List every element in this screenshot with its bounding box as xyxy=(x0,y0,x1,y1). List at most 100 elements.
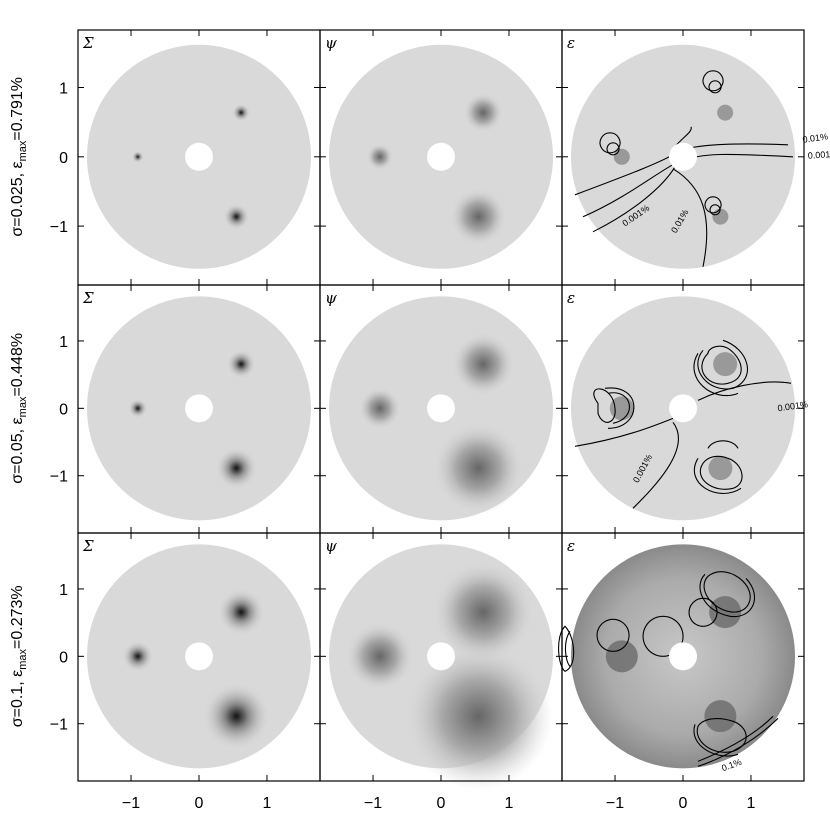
contour-label: 0.001% xyxy=(807,149,830,161)
inner-hole xyxy=(669,642,697,671)
density-peak xyxy=(232,103,251,122)
inner-hole xyxy=(427,142,455,171)
density-peak xyxy=(404,641,553,791)
error-peak xyxy=(713,352,738,377)
error-peak xyxy=(704,700,737,733)
contour-line xyxy=(606,142,620,156)
x-tick-label: −1 xyxy=(122,795,140,812)
panel-title: Σ xyxy=(82,34,94,52)
x-tick-label: 0 xyxy=(679,795,688,812)
contour-line xyxy=(558,625,575,672)
inner-hole xyxy=(427,394,455,423)
contour-line xyxy=(693,458,742,494)
y-tick-label: 0 xyxy=(59,401,68,418)
contour-line xyxy=(688,597,718,627)
x-tick-label: 1 xyxy=(263,795,272,812)
row-label-part: =0.273% xyxy=(9,585,26,649)
contour-line xyxy=(574,417,674,447)
x-tick-label: 1 xyxy=(747,795,756,812)
density-peak xyxy=(122,640,154,672)
error-peak xyxy=(708,456,733,481)
error-peak xyxy=(605,640,638,673)
density-peak xyxy=(463,92,503,133)
inner-hole xyxy=(185,394,213,423)
row-label-part: =0.448% xyxy=(9,333,26,397)
inner-hole xyxy=(669,142,697,171)
panel-title: ε xyxy=(567,537,575,555)
contour-line xyxy=(693,353,739,396)
x-tick-label: −1 xyxy=(364,795,382,812)
density-peak xyxy=(449,188,507,246)
panel-title: ε xyxy=(567,289,575,307)
density-peak xyxy=(226,349,256,379)
contour-line xyxy=(704,196,722,214)
contour-line xyxy=(599,132,621,154)
panel-title: Σ xyxy=(82,537,94,555)
density-peak xyxy=(431,560,535,664)
contour-line xyxy=(697,715,774,762)
contour-line xyxy=(708,80,722,94)
panel-title: ψ xyxy=(325,289,337,307)
contour-line xyxy=(564,631,571,667)
density-peak xyxy=(345,622,415,691)
density-peak xyxy=(358,387,401,430)
contour-line xyxy=(699,573,756,617)
density-peak xyxy=(202,682,271,750)
y-tick-label: 1 xyxy=(59,334,68,351)
row-label-part: σ=0.025, ε xyxy=(9,161,26,236)
contour-line xyxy=(592,166,676,233)
density-peak xyxy=(451,332,515,396)
y-tick-label: 1 xyxy=(59,81,68,98)
inner-hole xyxy=(669,394,697,423)
x-tick-label: −1 xyxy=(606,795,624,812)
row-label: σ=0.05, εmax=0.448% xyxy=(9,333,29,484)
x-tick-label: 0 xyxy=(195,795,204,812)
panel-title: ψ xyxy=(325,34,337,52)
error-peak xyxy=(717,104,734,121)
contours xyxy=(574,339,792,509)
contour-line xyxy=(703,571,751,613)
density-peak xyxy=(131,150,144,163)
contour-line xyxy=(701,345,742,385)
y-tick-label: −1 xyxy=(50,717,68,734)
density-peak xyxy=(432,422,525,514)
density-peak xyxy=(215,447,258,489)
inner-hole xyxy=(185,642,213,671)
x-tick-label: 0 xyxy=(437,795,446,812)
density-peak xyxy=(223,203,250,230)
x-tick-label: 1 xyxy=(505,795,514,812)
row-label: σ=0.1, εmax=0.273% xyxy=(9,585,29,727)
contour-line xyxy=(596,618,630,652)
contour-line xyxy=(593,388,616,423)
contour-label: 0.001% xyxy=(777,399,809,413)
contour-line xyxy=(693,724,739,757)
contour-line xyxy=(696,718,747,753)
density-peak xyxy=(217,588,265,636)
y-tick-label: 0 xyxy=(59,150,68,167)
density-peak xyxy=(366,143,393,171)
row-label-part: σ=0.1, ε xyxy=(9,670,26,727)
contour-line xyxy=(707,440,739,449)
row-label-sub: max xyxy=(17,648,29,669)
row-label: σ=0.025, εmax=0.791% xyxy=(9,77,29,237)
contour-line xyxy=(697,381,792,401)
contour-line xyxy=(632,421,679,509)
contour-line xyxy=(697,339,749,390)
y-tick-label: 1 xyxy=(59,582,68,599)
row-label-part: σ=0.05, ε xyxy=(9,417,26,483)
contour-line xyxy=(697,717,779,767)
y-tick-label: 0 xyxy=(59,649,68,666)
contour-line xyxy=(604,387,635,429)
error-peak xyxy=(709,596,742,629)
y-tick-label: −1 xyxy=(50,469,68,486)
contour-label: 0.01% xyxy=(802,131,829,144)
contour-line xyxy=(672,168,708,267)
row-label-part: =0.791% xyxy=(9,77,26,141)
panel-title: Σ xyxy=(82,289,94,307)
inner-hole xyxy=(427,642,455,671)
contour-line xyxy=(709,204,721,216)
density-peak xyxy=(128,398,148,418)
inner-hole xyxy=(185,142,213,171)
contours xyxy=(558,571,779,767)
contour-line xyxy=(607,392,630,424)
